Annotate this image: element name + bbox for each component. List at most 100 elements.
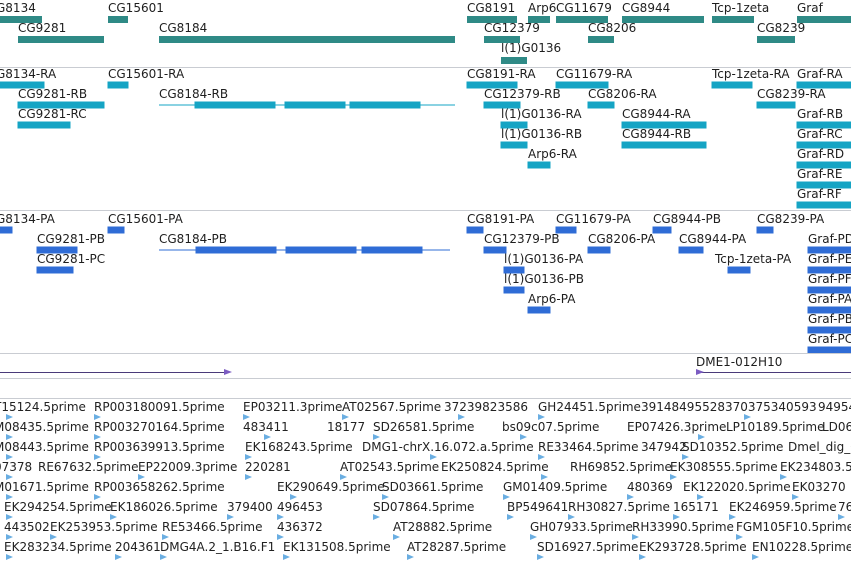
est-label[interactable]: EK290649.5prime [277,480,385,494]
gene-glyph[interactable] [108,16,128,23]
gene-label[interactable]: G8134 [0,1,36,15]
est-glyph[interactable] [780,474,787,480]
est-glyph[interactable] [6,494,13,500]
protein-label[interactable]: Graf-PD [808,232,851,246]
est-glyph[interactable] [736,534,743,540]
est-glyph[interactable] [639,554,646,560]
est-glyph[interactable] [94,414,101,420]
est-glyph[interactable] [342,414,349,420]
gene-glyph[interactable] [622,16,704,23]
est-label[interactable]: RP003180091.5prime [94,400,225,414]
est-glyph[interactable] [50,534,57,540]
gene-glyph[interactable] [501,57,527,64]
gene-glyph[interactable] [18,36,104,43]
est-glyph[interactable] [94,454,101,460]
est-label[interactable]: SD07864.5prime [373,500,475,514]
est-label[interactable]: EK250824.5prime [441,460,549,474]
est-glyph[interactable] [407,554,414,560]
est-glyph[interactable] [6,514,13,520]
est-glyph[interactable] [6,434,13,440]
gene-glyph[interactable] [484,36,520,43]
est-glyph[interactable] [568,514,575,520]
est-glyph[interactable] [698,434,705,440]
transcript-label[interactable]: CG11679-RA [556,68,633,81]
est-label[interactable]: EP22009.3prime [138,460,238,474]
transcript-label[interactable]: CG8184-RB [159,87,229,101]
est-label[interactable]: Dmel_dig_C [788,440,851,454]
est-glyph[interactable] [632,534,639,540]
est-label[interactable]: 18177 [327,420,366,434]
est-label[interactable]: SD16927.5prime [537,540,639,554]
est-label[interactable]: RP003270164.5prime [94,420,225,434]
est-label[interactable]: 480369 [627,480,673,494]
gene-label[interactable]: CG15601 [108,1,164,15]
est-glyph[interactable] [245,454,252,460]
est-label[interactable]: 165171 [673,500,719,514]
est-glyph[interactable] [245,474,252,480]
transcript-label[interactable]: CG8239-RA [757,87,826,101]
transcript-label[interactable]: CG8206-RA [588,87,657,101]
est-label[interactable]: bs09c07.5prime [502,420,600,434]
gene-label[interactable]: CG8184 [159,21,208,35]
est-label[interactable]: 220281 [245,460,291,474]
est-label[interactable]: RE33464.5prime [538,440,639,454]
est-glyph[interactable] [94,434,101,440]
gene-glyph[interactable] [528,16,550,23]
est-label[interactable]: EK168243.5prime [245,440,353,454]
est-label[interactable]: BP549641 [507,500,569,514]
protein-label[interactable]: CG11679-PA [556,212,631,226]
est-glyph[interactable] [430,454,437,460]
transcript-label[interactable]: Graf-RD [797,147,845,161]
est-glyph[interactable] [503,494,510,500]
est-glyph[interactable] [530,534,537,540]
est-label[interactable]: EK293728.5prime [639,540,747,554]
est-label[interactable]: SD10352.5prime [682,440,784,454]
protein-label[interactable]: l(1)G0136-PA [504,252,584,266]
est-glyph[interactable] [6,554,13,560]
est-glyph[interactable] [541,474,548,480]
est-glyph[interactable] [520,434,527,440]
transcript-label[interactable]: Arp6-RA [528,147,577,161]
est-glyph[interactable] [6,474,13,480]
est-glyph[interactable] [458,414,465,420]
protein-label[interactable]: G8134-PA [0,212,55,226]
est-label[interactable]: 39148495528370375340593 [641,400,817,414]
est-glyph[interactable] [264,434,271,440]
est-label[interactable]: EK234803.5 [780,460,851,474]
est-label[interactable]: SD03661.5prime [382,480,484,494]
est-label[interactable]: SD26581.5prime [373,420,475,434]
protein-label[interactable]: Arp6-PA [528,292,576,306]
est-label[interactable]: AT28882.5prime [393,520,493,534]
est-label[interactable]: EP03211.3prime [243,400,343,414]
est-label[interactable]: AT28287.5prime [407,540,507,554]
est-label[interactable]: EK03270 [792,480,846,494]
est-label[interactable]: LD06 [822,420,851,434]
est-glyph[interactable] [697,494,704,500]
gene-label[interactable]: CG8239 [757,21,806,35]
est-glyph[interactable] [160,554,167,560]
gene-label[interactable]: CG8206 [588,21,637,35]
transcript-label[interactable]: Graf-RC [797,127,843,141]
gene-label[interactable]: CG9281 [18,21,67,35]
est-label[interactable]: RE53466.5prime [162,520,263,534]
protein-label[interactable]: CG8206-PA [588,232,656,246]
est-label[interactable]: GH24451.5prime [538,400,641,414]
est-label[interactable]: RH30827.5prime [568,500,670,514]
clone-line[interactable] [0,372,226,373]
est-glyph[interactable] [115,554,122,560]
transcript-label[interactable]: l(1)G0136-RA [501,107,582,121]
est-glyph[interactable] [277,514,284,520]
gene-label[interactable]: CG8191 [467,1,516,15]
est-glyph[interactable] [538,414,545,420]
protein-label[interactable]: CG8184-PB [159,232,228,246]
est-glyph[interactable] [6,414,13,420]
est-glyph[interactable] [373,514,380,520]
est-glyph[interactable] [6,454,13,460]
gene-glyph[interactable] [467,16,517,23]
transcript-label[interactable]: CG12379-RB [484,87,561,101]
protein-label[interactable]: CG9281-PB [37,232,106,246]
transcript-label[interactable]: Graf-RA [797,68,843,81]
est-label[interactable]: EP07426.3prime [627,420,727,434]
est-glyph[interactable] [340,474,347,480]
est-label[interactable]: 94954 [818,400,851,414]
